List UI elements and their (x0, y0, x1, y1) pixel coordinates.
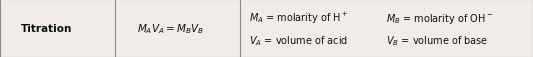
Text: Titration: Titration (21, 24, 72, 33)
Text: $M_A$ = molarity of H$^+$: $M_A$ = molarity of H$^+$ (249, 11, 349, 26)
Text: $M_B$ = molarity of OH$^-$: $M_B$ = molarity of OH$^-$ (386, 11, 494, 25)
Text: $M_AV_A = M_BV_B$: $M_AV_A = M_BV_B$ (138, 22, 205, 35)
Text: $V_A$ = volume of acid: $V_A$ = volume of acid (249, 33, 349, 47)
Text: $V_B$ = volume of base: $V_B$ = volume of base (386, 33, 489, 47)
